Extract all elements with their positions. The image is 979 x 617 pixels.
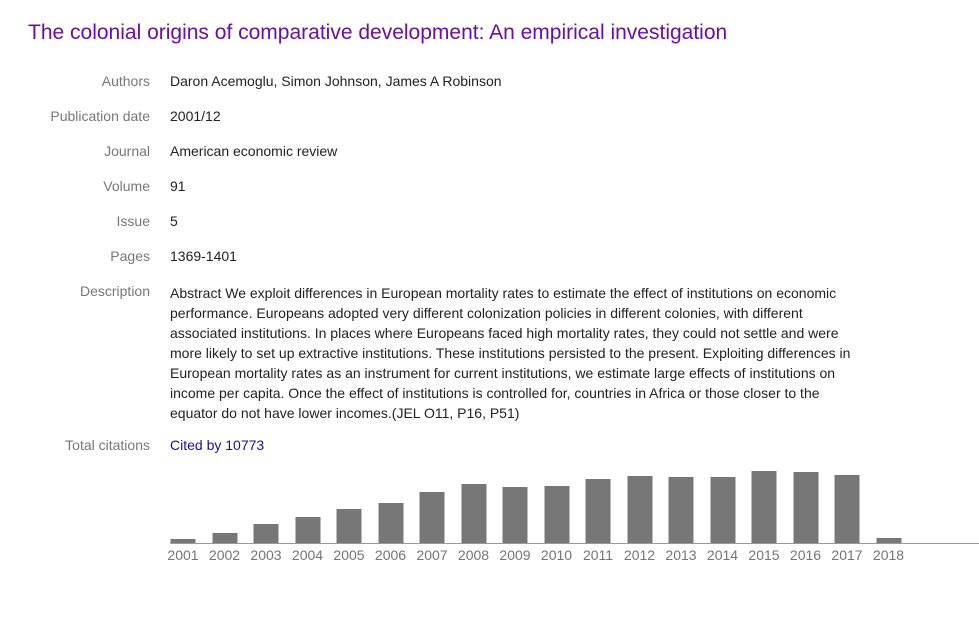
field-value-description: Abstract We exploit differences in Europ… [170,285,851,421]
citation-bar[interactable] [419,492,445,543]
article-title-link[interactable]: The colonial origins of comparative deve… [28,21,728,44]
year-label: 2014 [706,547,739,563]
year-label: 2003 [250,547,282,563]
year-label: 2008 [457,547,490,563]
citation-bar[interactable] [585,479,611,543]
year-label: 2017 [831,547,863,563]
citation-bar[interactable] [834,475,860,543]
field-row-authors: Authors Daron Acemoglu, Simon Johnson, J… [28,73,979,89]
citation-bar[interactable] [295,517,320,543]
field-row-volume: Volume 91 [28,178,979,194]
citation-bar[interactable] [793,472,818,543]
year-label: 2018 [872,547,905,563]
year-label: 2015 [748,547,780,563]
field-value-publication-date: 2001/12 [170,108,221,124]
citation-bar[interactable] [461,484,486,543]
citation-bar[interactable] [544,486,569,543]
field-value-journal: American economic review [170,143,338,159]
citations-per-year-chart: 2001 2002 2003 2004 2005 2006 2007 2008 2009 2010… [167,471,979,564]
year-label: 2012 [623,547,656,563]
citation-bar[interactable] [876,538,901,543]
citation-bar[interactable] [170,539,196,543]
year-label: 2016 [789,547,822,563]
citation-bar[interactable] [668,477,694,543]
field-label: Description [79,283,150,299]
cited-by-link[interactable]: Cited by 10773 [170,437,265,453]
citation-bar[interactable] [336,509,362,543]
field-row-description: Description Abstract We exploit differen… [28,283,979,423]
field-value-authors: Daron Acemoglu, Simon Johnson, James A R… [170,73,502,89]
year-label: 2013 [665,547,697,563]
field-label: Issue [116,213,150,229]
field-row-journal: Journal American economic review [28,143,979,159]
year-label: 2011 [582,547,614,563]
field-value-pages: 1369-1401 [170,248,237,264]
year-label: 2010 [540,547,573,563]
citation-bar[interactable] [378,503,403,543]
field-value-volume: 91 [170,178,186,194]
year-label: 2002 [208,547,241,563]
field-label: Total citations [65,437,150,453]
field-row-publication-date: Publication date 2001/12 [28,108,979,124]
year-label: 2004 [291,547,324,563]
metadata-fields: Authors Daron Acemoglu, Simon Johnson, J… [28,73,979,453]
citation-bar[interactable] [710,477,735,543]
citation-bar[interactable] [627,476,652,543]
chart-axis-line [170,543,979,544]
field-label: Authors [101,73,150,89]
field-label: Journal [104,143,150,159]
citation-bar[interactable] [253,524,279,543]
field-row-issue: Issue 5 [28,213,979,229]
field-label: Volume [103,178,150,194]
field-label: Pages [110,248,150,264]
citation-bar[interactable] [502,487,528,543]
year-label: 2007 [416,547,448,563]
field-row-total-citations: Total citations Cited by 10773 [28,437,979,453]
scholar-citation-page: The colonial origins of comparative deve… [28,21,979,564]
year-label: 2005 [333,547,365,563]
field-value-issue: 5 [170,213,178,229]
field-label: Publication date [50,108,150,124]
citation-bar[interactable] [751,471,777,543]
citation-bar[interactable] [212,533,237,543]
year-label: 2006 [374,547,407,563]
year-label: 2001 [167,547,199,563]
year-label: 2009 [499,547,531,563]
field-row-pages: Pages 1369-1401 [28,248,979,264]
